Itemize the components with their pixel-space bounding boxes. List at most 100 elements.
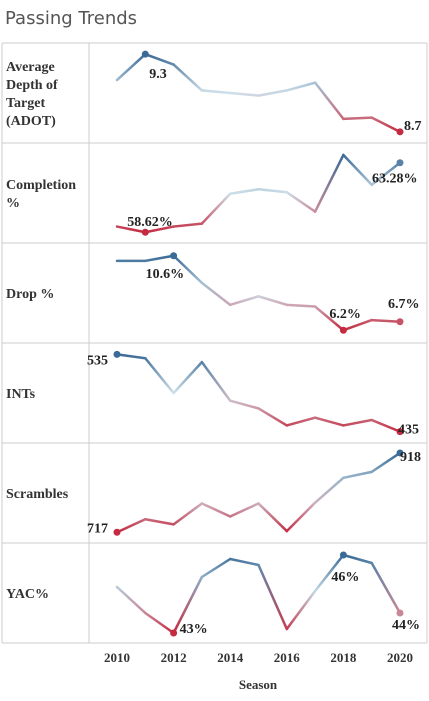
data-point (170, 252, 178, 260)
x-tick-label: 2016 (274, 650, 301, 665)
series-segment (115, 585, 147, 615)
chart-panels: Average Depth of Target (ADOT) 9.3 8.7 Complet… (1, 42, 428, 644)
panel-0: Average Depth of Target (ADOT) 9.3 8.7 (1, 42, 428, 143)
data-label: 8.7 (404, 119, 422, 134)
row-label-line: Target (6, 96, 45, 111)
series-segment (285, 81, 317, 92)
row-label-line: Completion (6, 178, 76, 193)
row-label-line: % (6, 196, 20, 211)
series-segment (285, 589, 317, 631)
x-tick-label: 2014 (217, 650, 244, 665)
x-tick-label: 2020 (387, 650, 413, 665)
series-segment (285, 416, 317, 427)
row-label-line: Scrambles (6, 487, 69, 502)
row-label: Drop % (6, 287, 54, 302)
series-segment (200, 89, 232, 95)
series-segment (257, 502, 289, 533)
row-label: Completion% (6, 178, 76, 211)
row-label-line: Depth of (6, 78, 58, 93)
data-point (113, 350, 121, 358)
series-segment (370, 318, 402, 324)
row-label-line: YAC% (6, 587, 49, 602)
series-segment (228, 91, 260, 97)
series-segment (257, 407, 289, 427)
panel-1: Completion % 58.62% 63.28% (1, 142, 428, 243)
x-tick-label: 2010 (104, 650, 130, 665)
data-label: 717 (87, 521, 108, 536)
series-segment (172, 575, 204, 635)
row-label: Average Depth of Target (ADOT) (6, 60, 58, 129)
series-segment (342, 418, 373, 427)
row-label: YAC% (6, 587, 49, 602)
data-point (113, 528, 121, 536)
row-label-line: INTs (6, 387, 36, 402)
series-segment (144, 254, 175, 263)
x-tick-label: 2012 (161, 650, 187, 665)
row-label: Scrambles (6, 487, 69, 502)
series-segment (257, 563, 289, 631)
series-segment (342, 318, 373, 332)
data-label: 435 (398, 423, 419, 438)
series-segment (370, 561, 402, 615)
series-segment (313, 153, 345, 213)
series-segment (200, 360, 232, 402)
x-axis: 2010 2012 2014 2016 2018 2020 (104, 650, 413, 665)
data-label: 9.3 (149, 67, 167, 82)
series-segment (257, 89, 289, 97)
series-segment (144, 517, 175, 526)
series-segment (313, 553, 345, 593)
data-point (396, 318, 404, 326)
series-segment (228, 295, 260, 307)
data-label: 43% (180, 622, 208, 637)
data-point (141, 50, 149, 58)
panel-3: INTs 535 435 (1, 342, 428, 443)
data-label: 44% (392, 618, 420, 633)
series-segment (200, 192, 232, 225)
series-segment (370, 418, 402, 433)
series-segment (370, 451, 402, 474)
data-label: 6.2% (329, 307, 361, 322)
series-segment (228, 557, 260, 567)
panel-4: Scrambles 717 918 (1, 442, 428, 543)
data-label: 535 (87, 353, 108, 368)
data-label: 10.6% (146, 267, 185, 282)
row-label: INTs (6, 387, 36, 402)
series-segment (257, 295, 289, 307)
series-segment (144, 52, 175, 66)
data-point (339, 551, 347, 559)
data-label: 6.7% (388, 297, 420, 312)
series-segment (200, 557, 232, 579)
series-segment (200, 281, 232, 307)
series-segment (342, 470, 373, 480)
data-label: 58.62% (127, 215, 173, 230)
series-segment (144, 357, 175, 395)
series-segment (228, 399, 260, 410)
data-label: 63.28% (372, 172, 418, 187)
series-segment (342, 116, 373, 121)
data-point (170, 629, 178, 637)
series-segment (313, 416, 345, 427)
series-segment (172, 63, 204, 92)
series-segment (313, 476, 345, 504)
data-point (141, 228, 149, 236)
series-segment (285, 191, 317, 213)
series-segment (144, 225, 175, 234)
chart-title: Passing Trends (5, 8, 138, 29)
series-segment (172, 222, 204, 228)
series-segment (342, 553, 373, 565)
row-label-line: Average (6, 60, 55, 75)
data-label: 918 (400, 450, 421, 465)
x-axis-title: Season (239, 677, 278, 692)
series-segment (115, 353, 147, 360)
data-label: 46% (331, 570, 359, 585)
data-point (396, 449, 404, 457)
data-point (339, 326, 347, 334)
series-segment (172, 502, 204, 526)
series-segment (370, 161, 402, 187)
series-segment (200, 502, 232, 518)
data-point (396, 428, 404, 436)
series-segment (172, 360, 204, 395)
row-label-line: Drop % (6, 287, 54, 302)
series-segment (370, 116, 402, 134)
